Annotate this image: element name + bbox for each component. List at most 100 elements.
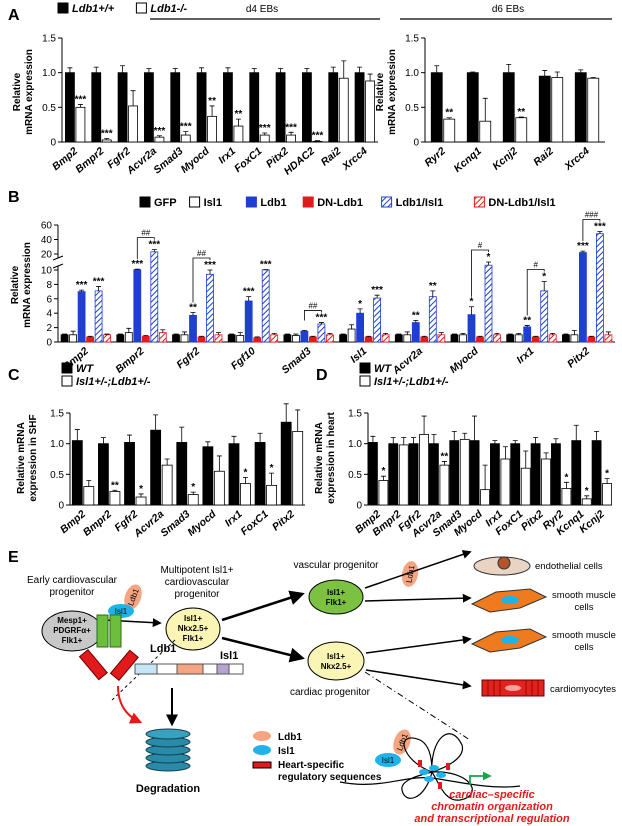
- panel-letter: E: [8, 549, 19, 566]
- legend-label: Isl1+/-;Ldb1+/-: [76, 376, 151, 388]
- legend-swatch: [302, 196, 314, 208]
- x-tick-label: Xrcc4: [562, 145, 593, 173]
- isl1-oval: [375, 753, 401, 767]
- bar: [430, 72, 443, 143]
- arrow: [365, 635, 472, 654]
- error-bar: [235, 118, 241, 127]
- marker: Isl1+: [327, 652, 345, 661]
- error-bar: [164, 458, 170, 466]
- error-bar: [330, 66, 336, 73]
- y-axis-label: Relative mRNA: [314, 422, 325, 494]
- error-bar: [205, 441, 211, 447]
- label: Early cardiovascular: [27, 575, 118, 586]
- bar: [158, 332, 167, 343]
- x-tick-label: Acvr2a: [124, 145, 159, 177]
- bar: [180, 134, 191, 143]
- error-bar: [190, 312, 196, 316]
- error-bar: [199, 67, 205, 73]
- comparison-bracket: [582, 219, 601, 242]
- error-bar: [288, 131, 294, 136]
- chart-title: d6 EBs: [492, 4, 524, 15]
- error-bar: [179, 426, 185, 443]
- isl1-bound: [429, 765, 439, 771]
- x-tick-label: Pitx2: [565, 345, 592, 370]
- significance: *: [585, 486, 589, 497]
- bar: [469, 440, 480, 506]
- bar: [596, 233, 604, 343]
- bar: [540, 290, 549, 343]
- bar: [300, 330, 309, 343]
- error-bar: [571, 330, 577, 335]
- error-bar: [578, 69, 584, 73]
- error-bar: [472, 415, 478, 441]
- error-bar: [254, 336, 260, 338]
- bar: [83, 486, 95, 506]
- bar: [429, 443, 439, 506]
- error-bar: [563, 481, 569, 489]
- error-bar: [524, 325, 530, 327]
- error-bar: [366, 335, 372, 337]
- comparison-label: #: [533, 261, 538, 270]
- arrow: [221, 636, 305, 663]
- error-bar: [380, 475, 386, 481]
- x-tick-label: Fgf10: [229, 345, 258, 372]
- cell-node: [307, 641, 365, 681]
- bar: [476, 336, 484, 343]
- x-tick-label: Kcnq1: [452, 145, 484, 175]
- error-bar: [605, 331, 611, 335]
- bar: [514, 334, 523, 343]
- bar: [292, 430, 304, 506]
- significance: ***: [312, 131, 324, 142]
- bar: [394, 334, 403, 343]
- y-tick-label: 0: [356, 501, 362, 512]
- bar: [266, 484, 277, 506]
- error-bar: [597, 231, 603, 234]
- y-tick-label: 10: [41, 266, 53, 277]
- error-bar: [434, 65, 440, 73]
- x-tick-label: Xrcc4: [339, 145, 370, 173]
- error-bar: [104, 333, 110, 335]
- marker: Mesp1+: [57, 616, 87, 625]
- legend-label: Isl1+/-;Ldb1+/-: [374, 376, 449, 388]
- significance: *: [139, 484, 143, 495]
- error-bar: [411, 437, 417, 444]
- marker: Flk1+: [326, 598, 347, 607]
- label: endothelial cells: [535, 561, 603, 572]
- bar: [502, 72, 515, 143]
- label: Multipotent Isl1+: [160, 565, 233, 576]
- marker: Nkx2.5+: [321, 662, 352, 671]
- label: Isl1: [115, 607, 128, 616]
- y-tick-label: 6: [46, 294, 52, 305]
- significance: **: [441, 451, 449, 462]
- error-bar: [199, 335, 204, 337]
- significance: *: [191, 482, 195, 493]
- error-bar: [523, 450, 529, 469]
- error-bar: [580, 250, 586, 253]
- significance: *: [605, 469, 609, 480]
- error-bar: [127, 434, 133, 443]
- significance: *: [487, 252, 491, 263]
- label: cardiomyocytes: [550, 684, 616, 695]
- error-bar: [357, 66, 363, 73]
- isl1-bound: [424, 776, 434, 782]
- significance: ***: [259, 123, 271, 134]
- conclusion: cardiac–specific: [449, 789, 535, 801]
- panel-letter: C: [8, 367, 20, 384]
- bar: [581, 498, 592, 506]
- error-bar: [421, 335, 427, 337]
- y-axis-label: Relative: [10, 265, 21, 304]
- label: Ldb1: [150, 643, 176, 655]
- significance: ***: [316, 313, 328, 324]
- legend-label: Ldb1: [278, 732, 302, 743]
- y-tick-label: 0.5: [405, 103, 419, 114]
- bar: [531, 336, 540, 343]
- bar: [356, 312, 365, 343]
- bar: [98, 443, 109, 506]
- bar: [236, 335, 245, 343]
- isl1-domain: [156, 663, 178, 675]
- y-axis-label: mRNA expression: [24, 49, 35, 135]
- isl1-domain: [228, 663, 244, 675]
- bar: [325, 334, 334, 343]
- marker: PDGRFα+: [53, 626, 91, 635]
- bar: [587, 336, 596, 343]
